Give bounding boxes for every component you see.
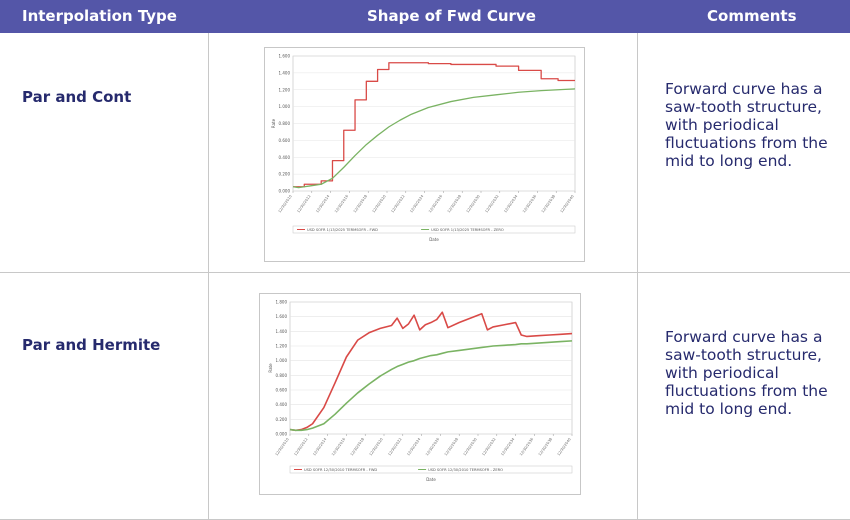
y-tick-label: 0.400 <box>276 402 288 407</box>
x-tick-label: 12/30/2022 <box>390 194 405 213</box>
y-tick-label: 0.800 <box>276 373 288 378</box>
x-axis-label: Date <box>426 477 436 482</box>
fwd-curve-chart-2: 0.000 0.200 0.400 0.600 0.800 1.000 1.200 1.400… <box>259 293 581 495</box>
y-axis-label: Rate <box>268 363 273 373</box>
y-tick-label: 0.200 <box>276 417 288 422</box>
comment-text: Forward curve has a saw-tooth structure,… <box>665 80 845 170</box>
series-line <box>292 88 576 189</box>
y-tick-label: 1.000 <box>279 104 291 109</box>
y-tick-label: 1.200 <box>276 344 288 349</box>
column-divider <box>637 33 638 520</box>
x-tick-label: 12/30/2016 <box>331 437 347 457</box>
y-tick-label: 1.600 <box>276 314 288 319</box>
x-tick-label: 12/30/2024 <box>409 194 425 214</box>
y-axis-label: Rate <box>271 118 276 128</box>
x-tick-label: 12/30/2038 <box>541 194 557 214</box>
header-interpolation-type: Interpolation Type <box>22 7 177 25</box>
x-tick-label: 12/30/2026 <box>425 437 441 457</box>
x-axis-label: Date <box>429 237 439 242</box>
header-comments: Comments <box>707 7 797 25</box>
x-tick-label: 12/30/2010 <box>275 437 291 457</box>
x-tick-label: 12/30/2032 <box>481 437 496 456</box>
x-tick-label: 12/30/2034 <box>503 194 519 214</box>
x-tick-label: 12/30/2018 <box>350 437 366 457</box>
x-tick-label: 12/30/2024 <box>406 437 422 457</box>
x-tick-label: 12/30/2026 <box>428 194 444 214</box>
x-tick-label: 12/30/2038 <box>538 437 554 457</box>
comment-line: mid to long end. <box>665 152 793 170</box>
x-tick-label: 12/30/2012 <box>296 194 311 213</box>
y-tick-label: 0.400 <box>279 155 291 160</box>
y-tick-label: 1.000 <box>276 358 288 363</box>
comment-line: with periodical <box>665 116 779 134</box>
series-line <box>293 62 575 188</box>
x-tick-label: 12/30/2032 <box>484 194 499 213</box>
x-tick-label: 12/30/2036 <box>519 437 535 457</box>
x-tick-label: 12/30/2028 <box>447 194 463 214</box>
x-tick-label: 12/30/2014 <box>312 437 328 457</box>
series-line <box>289 340 573 432</box>
x-tick-label: 12/30/2012 <box>293 437 308 456</box>
x-tick-label: 12/30/2040 <box>557 437 573 457</box>
y-tick-label: 1.200 <box>279 87 291 92</box>
x-tick-label: 12/30/2020 <box>369 437 385 457</box>
y-tick-label: 0.000 <box>279 189 291 194</box>
comment-line: Forward curve has a <box>665 328 823 346</box>
legend-label: USD SOFR 12/30/2010 TERMSOFR - FWD <box>304 468 377 472</box>
x-tick-label: 12/30/2020 <box>372 194 388 214</box>
x-tick-label: 12/30/2016 <box>334 194 350 214</box>
series-line <box>289 311 573 432</box>
y-tick-label: 1.600 <box>279 54 291 59</box>
y-tick-label: 0.200 <box>279 172 291 177</box>
legend-label: USD SOFR 12/30/2010 TERMSOFR - ZERO <box>428 468 503 472</box>
legend-box <box>289 465 573 474</box>
row-type-label: Par and Hermite <box>22 336 161 354</box>
x-tick-label: 12/30/2030 <box>463 437 479 457</box>
comment-line: fluctuations from the <box>665 134 828 152</box>
y-tick-label: 1.800 <box>276 300 288 305</box>
x-tick-label: 12/30/2018 <box>353 194 369 214</box>
comment-line: Forward curve has a <box>665 80 823 98</box>
y-tick-label: 0.000 <box>276 432 288 437</box>
y-tick-label: 0.600 <box>279 138 291 143</box>
fwd-curve-chart-1: 0.000 0.200 0.400 0.600 0.800 1.000 1.200 1.400… <box>264 47 585 262</box>
y-tick-label: 0.600 <box>276 388 288 393</box>
x-tick-label: 12/30/2028 <box>444 437 460 457</box>
comment-text: Forward curve has a saw-tooth structure,… <box>665 328 845 418</box>
legend-label: USD SOFR 1/13/2025 TERMSOFR - ZERO <box>431 228 504 232</box>
comment-line: fluctuations from the <box>665 382 828 400</box>
comment-line: saw-tooth structure, <box>665 98 822 116</box>
chart-svg: 0.000 0.200 0.400 0.600 0.800 1.000 1.200 1.400… <box>271 54 576 242</box>
chart-svg: 0.000 0.200 0.400 0.600 0.800 1.000 1.200 1.400… <box>268 300 573 482</box>
x-tick-label: 12/30/2030 <box>466 194 482 214</box>
legend-label: USD SOFR 1/13/2025 TERMSOFR - FWD <box>307 228 378 232</box>
x-tick-label: 12/30/2040 <box>560 194 576 214</box>
legend-box <box>292 225 576 234</box>
x-tick-label: 12/30/2036 <box>522 194 538 214</box>
row-type-label: Par and Cont <box>22 88 132 106</box>
column-divider <box>208 33 209 520</box>
table-header: Interpolation Type Shape of Fwd Curve Co… <box>0 0 850 33</box>
x-tick-label: 12/30/2010 <box>278 194 294 214</box>
x-tick-label: 12/30/2022 <box>387 437 402 456</box>
y-tick-label: 1.400 <box>279 70 291 75</box>
x-tick-label: 12/30/2014 <box>315 194 331 214</box>
row-divider <box>0 272 850 273</box>
comment-line: saw-tooth structure, <box>665 346 822 364</box>
x-tick-label: 12/30/2034 <box>500 437 516 457</box>
header-shape-of-fwd-curve: Shape of Fwd Curve <box>367 7 536 25</box>
y-tick-label: 0.800 <box>279 121 291 126</box>
comment-line: with periodical <box>665 364 779 382</box>
comment-line: mid to long end. <box>665 400 793 418</box>
y-tick-label: 1.400 <box>276 329 288 334</box>
